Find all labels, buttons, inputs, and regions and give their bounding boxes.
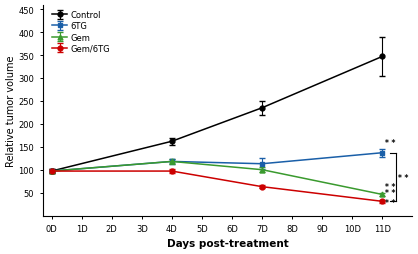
Text: * *: * * bbox=[385, 139, 395, 148]
X-axis label: Days post-treatment: Days post-treatment bbox=[167, 239, 288, 248]
Text: * *: * * bbox=[385, 188, 395, 197]
Text: * *: * * bbox=[385, 182, 395, 191]
Legend: Control, 6TG, Gem, Gem/6TG: Control, 6TG, Gem, Gem/6TG bbox=[51, 10, 112, 55]
Y-axis label: Relative tumor volume: Relative tumor volume bbox=[5, 55, 15, 166]
Text: * *: * * bbox=[398, 173, 409, 182]
Text: * *: * * bbox=[385, 198, 395, 207]
